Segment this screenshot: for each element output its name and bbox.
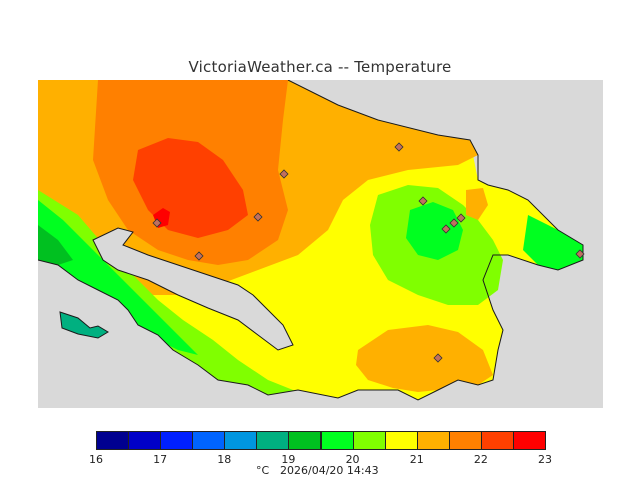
station-marker xyxy=(194,251,204,261)
colorbar xyxy=(96,431,546,450)
colorbar-segment xyxy=(480,431,514,450)
land-zone-green xyxy=(406,202,463,260)
inlet-water xyxy=(92,227,294,351)
colorbar-tick-label: 21 xyxy=(409,453,424,466)
land-zone-green-sw xyxy=(38,200,198,355)
station-markers xyxy=(152,142,585,363)
land-zone-green-east xyxy=(523,215,583,270)
colorbar-tick-label: 23 xyxy=(538,453,552,466)
station-marker xyxy=(433,353,443,363)
station-marker xyxy=(279,169,289,179)
colorbar-segment xyxy=(96,431,130,450)
water-south xyxy=(38,260,603,408)
station-marker xyxy=(418,196,428,206)
colorbar-segment xyxy=(384,431,418,450)
temperature-map xyxy=(38,80,603,408)
colorbar-tick-label: 16 xyxy=(89,453,103,466)
colorbar-segment xyxy=(512,431,546,450)
land-zone-orange-east xyxy=(466,188,488,220)
colorbar-segment xyxy=(320,431,354,450)
map-title: VictoriaWeather.ca -- Temperature xyxy=(188,58,452,76)
colorbar-units: °C xyxy=(256,464,270,477)
station-marker xyxy=(441,224,451,234)
colorbar-tick-label: 17 xyxy=(153,453,168,466)
land-zone-darkgreen-sw xyxy=(38,225,73,265)
colorbar-segment xyxy=(192,431,226,450)
colorbar-tick-label: 18 xyxy=(217,453,232,466)
colorbar-segment xyxy=(128,431,162,450)
colorbar-tick-label: 19 xyxy=(281,453,296,466)
colorbar-segment xyxy=(416,431,450,450)
colorbar-segment xyxy=(448,431,482,450)
map-canvas xyxy=(38,80,603,408)
timestamp: 2026/04/20 14:43 xyxy=(280,464,379,477)
station-marker xyxy=(449,218,459,228)
water-east-sea xyxy=(338,80,603,245)
colorbar-segment xyxy=(352,431,386,450)
station-marker xyxy=(394,142,404,152)
station-marker xyxy=(456,213,466,223)
colorbar-tick-label: 22 xyxy=(473,453,488,466)
station-marker xyxy=(152,218,162,228)
colorbar-tick-label: 20 xyxy=(345,453,360,466)
land-zone-orange-south xyxy=(356,325,493,392)
colorbar-segment xyxy=(288,431,322,450)
coastline xyxy=(38,80,584,401)
colorbar-segment xyxy=(256,431,290,450)
island-sw xyxy=(59,311,109,339)
colorbar-segment xyxy=(224,431,258,450)
colorbar-segment xyxy=(160,431,194,450)
station-marker xyxy=(253,212,263,222)
station-marker xyxy=(575,249,585,259)
